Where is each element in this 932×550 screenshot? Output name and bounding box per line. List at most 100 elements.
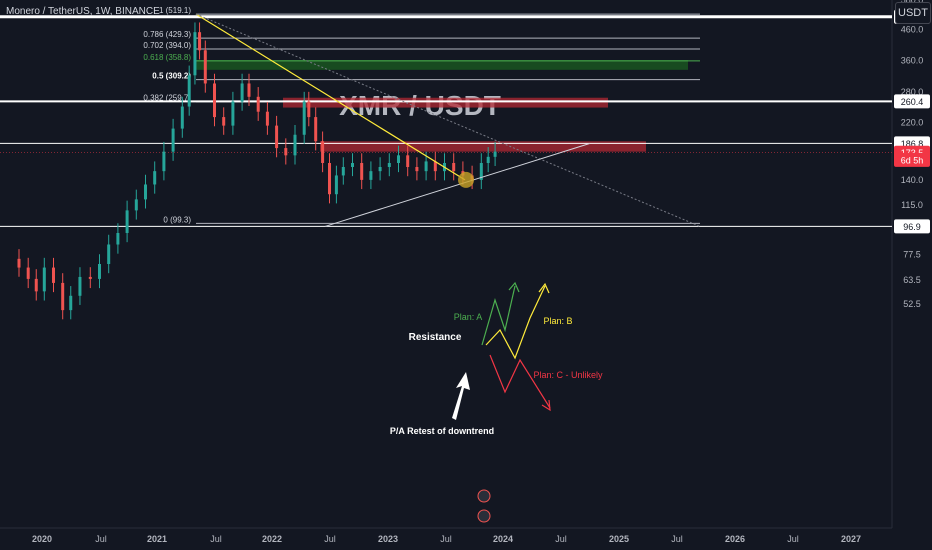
plan-c-arrowhead <box>541 399 551 412</box>
y-tick-label: 460.0 <box>901 24 924 34</box>
x-tick-label: 2022 <box>262 534 282 544</box>
x-tick-label: Jul <box>787 534 799 544</box>
price-label: 6d 5h <box>901 155 924 165</box>
candle-body <box>98 264 101 279</box>
candle-body <box>134 199 138 211</box>
plan-b-arrowhead <box>538 282 550 294</box>
candle-body <box>247 83 251 97</box>
x-tick-label: Jul <box>440 534 452 544</box>
fib-label: 0.618 (358.8) <box>143 53 191 62</box>
x-tick-label: 2026 <box>725 534 745 544</box>
candle-body <box>107 244 111 265</box>
plan-a-arrowhead <box>508 281 520 293</box>
x-tick-label: 2027 <box>841 534 861 544</box>
candle-body <box>193 32 197 76</box>
currency-button[interactable]: USDT <box>895 2 931 24</box>
candle-body <box>328 162 331 195</box>
candle-body <box>307 101 311 118</box>
x-tick-label: 2021 <box>147 534 167 544</box>
candle-body <box>213 83 216 118</box>
plan-a-label: Plan: A <box>454 312 483 322</box>
y-tick-label: 52.5 <box>903 299 921 309</box>
candle-body <box>415 167 419 172</box>
candle-body <box>231 101 235 126</box>
fib-label: 1 (519.1) <box>159 6 191 15</box>
candle-body <box>387 162 391 168</box>
downtrend-line <box>195 13 466 181</box>
candle-body <box>171 128 175 152</box>
resistance-zone-upper <box>283 97 608 108</box>
y-tick-label: 280.0 <box>901 87 924 97</box>
fib-golden-zone <box>196 59 688 70</box>
y-tick-label: 220.0 <box>901 118 924 128</box>
candle-body <box>116 232 120 245</box>
x-tick-label: Jul <box>210 534 222 544</box>
x-tick-label: Jul <box>95 534 107 544</box>
candle-body <box>321 141 325 163</box>
x-tick-label: 2020 <box>32 534 52 544</box>
candle-body <box>406 155 410 168</box>
candle-body <box>198 32 202 51</box>
candle-body <box>52 267 55 283</box>
candle-body <box>17 258 21 268</box>
y-tick-label: 115.0 <box>901 200 923 210</box>
symbol-legend: Monero / TetherUS, 1W, BINANCE <box>6 6 160 17</box>
candle-body <box>486 156 490 163</box>
x-tick-label: Jul <box>671 534 683 544</box>
fib-label: 0.382 (259.7) <box>143 94 191 103</box>
plan-b-label: Plan: B <box>543 316 572 326</box>
candle-body <box>424 161 428 172</box>
candle-body <box>284 148 288 156</box>
resistance-label: Resistance <box>409 332 462 343</box>
resistance-zone-lower <box>320 141 646 152</box>
candle-body <box>203 50 207 84</box>
event-icon <box>477 489 491 503</box>
candle-body <box>351 162 354 168</box>
y-tick-label: 140.0 <box>901 175 924 185</box>
candle-body <box>69 295 73 311</box>
price-label-box <box>894 152 930 167</box>
candle-body <box>397 155 400 163</box>
price-label-box <box>894 94 930 109</box>
price-label: 96.9 <box>903 222 921 232</box>
x-tick-label: Jul <box>555 534 567 544</box>
fib-label: 0.702 (394.0) <box>143 41 191 50</box>
candle-body <box>341 167 345 176</box>
y-tick-label: 360.0 <box>901 55 924 65</box>
candle-body <box>61 282 65 311</box>
x-tick-label: 2025 <box>609 534 629 544</box>
price-label-box <box>894 219 930 234</box>
candle-body <box>187 75 191 107</box>
candle-body <box>153 171 157 185</box>
candle-body <box>493 151 497 157</box>
candle-body <box>479 162 483 180</box>
candle-body <box>378 167 382 172</box>
fib-label: 0.786 (429.3) <box>143 30 191 39</box>
price-label: 260.4 <box>901 97 924 107</box>
candle-body <box>433 161 437 172</box>
candle-body <box>240 83 244 102</box>
candle-body <box>34 278 38 292</box>
candle-body <box>162 151 166 172</box>
dividend-icon <box>477 509 491 523</box>
candle-body <box>314 117 318 142</box>
x-tick-label: 2023 <box>378 534 398 544</box>
retest-arrow <box>452 372 470 420</box>
retest-marker <box>458 171 474 188</box>
candle-body <box>26 267 30 279</box>
candle-body <box>180 106 184 129</box>
retest-label: P/A Retest of downtrend <box>390 426 494 436</box>
price-label: 186.8 <box>901 139 924 149</box>
x-tick-label: 2024 <box>493 534 513 544</box>
y-tick-label: 77.5 <box>903 250 921 260</box>
plan-c-label: Plan: C - Unlikely <box>533 370 603 380</box>
candle-body <box>275 125 279 149</box>
plan-c-path <box>489 354 551 409</box>
fib-label: 0 (99.3) <box>163 215 191 224</box>
candle-body <box>144 184 147 200</box>
x-tick-label: Jul <box>324 534 336 544</box>
candle-body <box>42 267 46 292</box>
support-trendline <box>324 142 591 227</box>
